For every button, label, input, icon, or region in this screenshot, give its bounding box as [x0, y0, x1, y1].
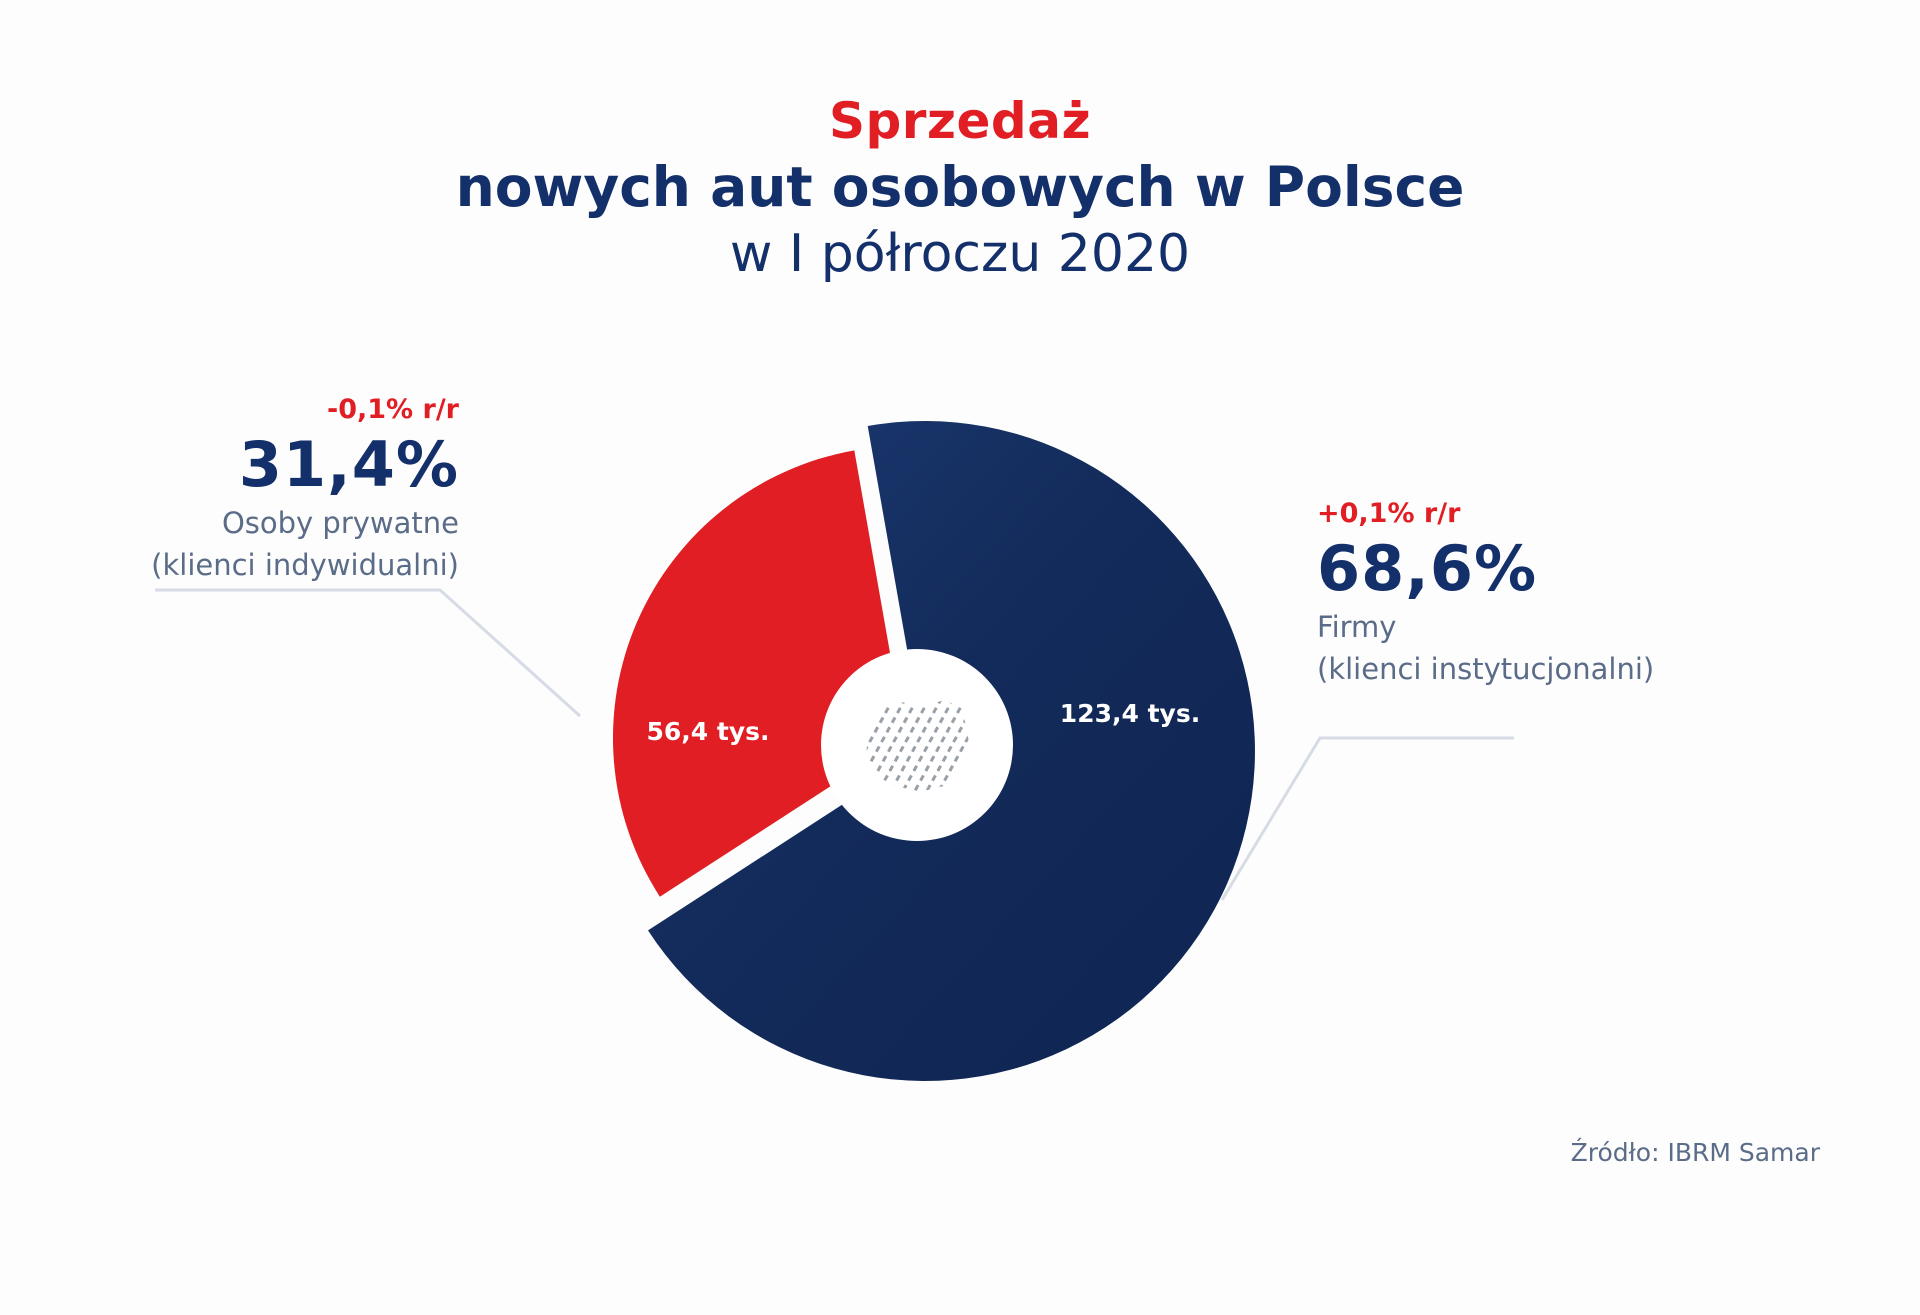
callout-business: +0,1% r/r 68,6% Firmy (klienci instytucj…	[1317, 496, 1654, 690]
title-line-2: nowych aut osobowych w Polsce	[455, 155, 1465, 219]
donut-center	[821, 649, 1013, 841]
percent-business: 68,6%	[1317, 532, 1538, 605]
change-yoy-business: +0,1% r/r	[1317, 498, 1461, 529]
label-business-1: Firmy	[1317, 610, 1397, 644]
label-private-2: (klienci indywidualni)	[151, 548, 459, 582]
leader-line-private	[155, 588, 582, 718]
percent-private: 31,4%	[238, 428, 459, 501]
chart-title: Sprzedaż nowych aut osobowych w Polsce w…	[0, 88, 1920, 288]
label-private-1: Osoby prywatne	[221, 506, 459, 540]
data-label-business: 123,4 tys.	[1060, 699, 1200, 728]
leader-line-business	[1220, 736, 1514, 901]
source-note: Źródło: IBRM Samar	[1570, 1138, 1820, 1167]
poland-map-icon	[866, 700, 970, 792]
callout-private: -0,1% r/r 31,4% Osoby prywatne (klienci …	[151, 392, 459, 586]
title-line-1: Sprzedaż	[828, 92, 1092, 150]
change-yoy-private: -0,1% r/r	[327, 394, 459, 425]
data-label-private: 56,4 tys.	[646, 717, 769, 746]
label-business-2: (klienci instytucjonalni)	[1317, 652, 1655, 686]
title-line-3: w I półroczu 2020	[729, 224, 1191, 284]
